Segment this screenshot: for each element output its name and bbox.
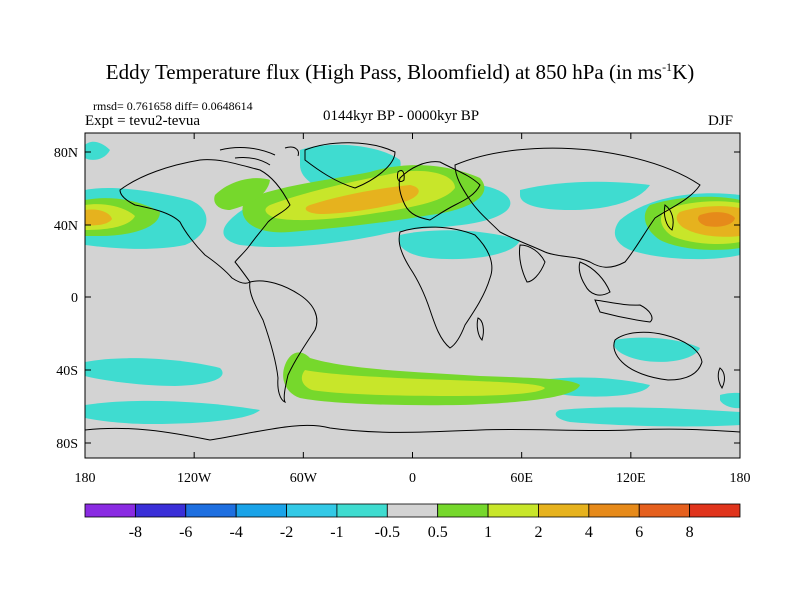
lat-label: 80N xyxy=(54,146,78,161)
colorbar-label: -2 xyxy=(280,524,293,541)
lat-label: 80S xyxy=(56,437,78,452)
colorbar-label: -8 xyxy=(129,524,142,541)
colorbar-swatch xyxy=(286,503,338,518)
colorbar-swatch xyxy=(588,503,640,518)
coastline-uk xyxy=(397,169,405,183)
contour-cyan-east-south-pacific xyxy=(720,392,740,409)
contour-cyan-southern-ocean xyxy=(85,400,260,424)
colorbar-label: -1 xyxy=(330,524,343,541)
colorbar-label: -4 xyxy=(229,524,242,541)
season-label: DJF xyxy=(708,113,734,129)
lon-label: 180 xyxy=(75,471,96,486)
colorbar-swatch xyxy=(538,503,590,518)
coastline-greenland xyxy=(304,142,396,189)
lon-label: 180 xyxy=(730,471,751,486)
colorbar-swatch xyxy=(185,503,237,518)
colorbar-label: 6 xyxy=(635,524,643,541)
colorbar-label: -0.5 xyxy=(375,524,400,541)
colorbar-swatch xyxy=(689,503,741,518)
colorbar-swatch xyxy=(134,503,187,518)
contour-fields xyxy=(85,141,740,427)
latitude-axis: 80N 40N 0 40S 80S xyxy=(54,146,740,452)
contour-cyan-far-south xyxy=(555,407,740,427)
coastline-madagascar xyxy=(476,317,484,341)
longitude-axis: 180 120W 60W 0 60E 120E 180 xyxy=(75,133,751,486)
stats-text: rmsd= 0.761658 diff= 0.0648614 xyxy=(93,99,253,113)
colorbar-swatch xyxy=(638,503,691,518)
colorbar-swatch xyxy=(336,503,388,518)
contour-cyan-middle-east xyxy=(398,230,520,260)
colorbar-swatch xyxy=(386,503,439,518)
coastline-africa xyxy=(398,226,493,349)
colorbar-label: 8 xyxy=(686,524,694,541)
lat-label: 0 xyxy=(71,291,78,306)
coastline-asia xyxy=(454,147,701,268)
lon-label: 60E xyxy=(510,471,533,486)
coastline-south-america xyxy=(249,280,318,403)
coastline-australia xyxy=(613,331,703,381)
coastline-antarctica xyxy=(85,424,740,441)
coastline-india xyxy=(519,244,546,283)
colorbar-label: 4 xyxy=(585,524,593,541)
experiment-label: Expt = tevu2-tevua xyxy=(85,113,201,129)
contour-dark-orange-west-pacific xyxy=(698,212,735,227)
contour-cyan-south-pacific xyxy=(85,358,223,386)
contour-cyan-asia xyxy=(520,181,650,210)
colorbar-swatch xyxy=(84,503,136,518)
coastline-indonesia xyxy=(594,299,653,323)
contour-cyan-australia xyxy=(613,337,700,362)
coastline-japan xyxy=(663,204,674,231)
lat-label: 40N xyxy=(54,219,78,234)
lon-label: 60W xyxy=(290,471,318,486)
colorbar-swatch xyxy=(487,503,539,518)
lon-label: 120W xyxy=(177,471,212,486)
lat-label: 40S xyxy=(56,364,78,379)
colorbar-label: 2 xyxy=(534,524,542,541)
colorbar-swatch xyxy=(235,503,287,518)
coastline-europe xyxy=(398,161,481,221)
lon-label: 0 xyxy=(409,471,416,486)
contour-cyan-arctic xyxy=(85,141,110,160)
lon-label: 120E xyxy=(616,471,646,486)
coastline-canadian-archipelago xyxy=(219,146,299,166)
period-label: 0144kyr BP - 0000kyr BP xyxy=(323,108,480,124)
coastline-north-america xyxy=(119,159,291,284)
contour-orange-pacific-east xyxy=(85,209,112,226)
plot-title: Eddy Temperature flux (High Pass, Bloomf… xyxy=(105,60,695,84)
colorbar-label: -6 xyxy=(179,524,192,541)
colorbar-label: 0.5 xyxy=(428,524,448,541)
colorbar: -8 -6 -4 -2 -1 -0.5 0.5 1 2 4 6 8 xyxy=(84,503,741,541)
colorbar-swatch xyxy=(437,503,489,518)
contour-green-north-america xyxy=(214,178,270,210)
coastlines xyxy=(85,142,740,441)
contour-yellow-south-atlantic xyxy=(301,370,545,396)
colorbar-label: 1 xyxy=(484,524,492,541)
coastline-southeast-asia xyxy=(578,261,611,296)
coastline-new-zealand xyxy=(717,367,725,389)
contour-orange-north-atlantic xyxy=(305,185,419,214)
